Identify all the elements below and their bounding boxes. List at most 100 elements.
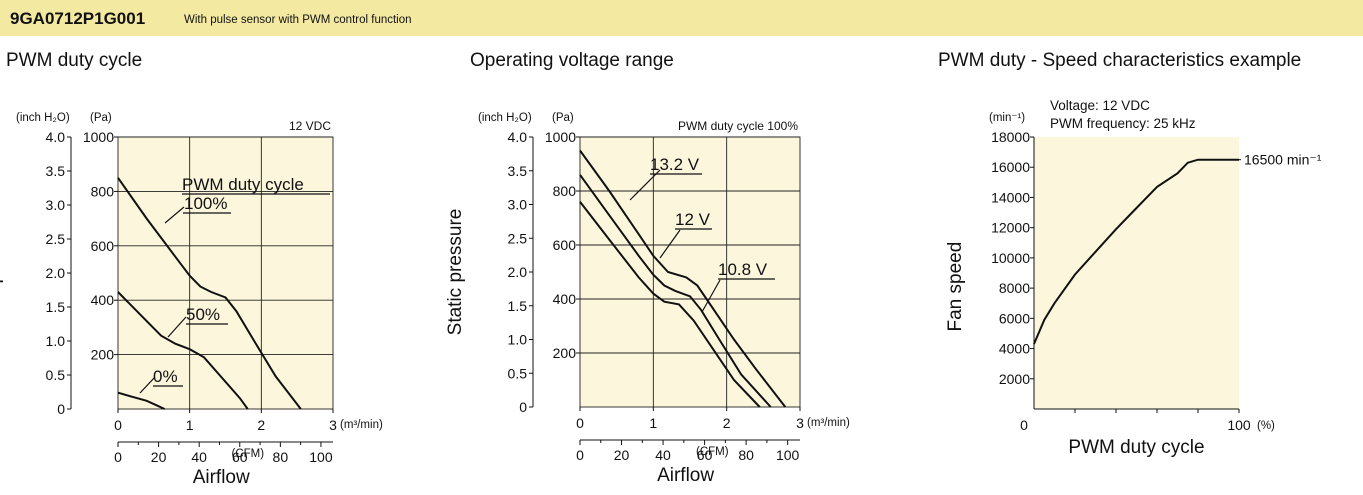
chart2-cfm-tick-label: 20 [614,447,630,463]
chart1-series-leader [139,376,156,394]
chart2-y-unit-right: (Pa) [552,112,574,124]
chart2-pa-tick-label: 600 [553,237,577,253]
chart2-y-axis-label: Static pressure [445,209,466,336]
chart2-cfm-tick-label: 100 [776,447,800,463]
chart1-cfm-tick-label: 60 [232,449,248,465]
chart2-pa-tick-label: 800 [553,183,577,199]
chart1-series-label: 50% [186,305,220,324]
chart3-y-tick-label: 14000 [991,189,1030,205]
chart3-plot-area [1034,137,1239,409]
chart3-y-tick-label: 6000 [999,310,1030,326]
chart1-pa-tick-label: 800 [91,183,115,199]
chart1-series-line [117,391,166,410]
chart2-series-leader [659,229,681,259]
chart1-x-unit-top: (m³/min) [340,419,383,431]
chart2-cfm-tick-label: 60 [697,447,713,463]
chart3-annotation-frequency: PWM frequency: 25 kHz [1050,116,1196,131]
chart2-y-unit-left: (inch H₂O) [478,112,532,124]
chart2-x-axis-label: Airflow [657,465,714,486]
chart3-y-tick-label: 18000 [991,129,1030,145]
chart2-inch-tick-label: 0 [519,399,527,415]
chart1-y-axis-label: Static pressure [0,210,4,337]
chart2-series-line [579,174,772,408]
chart1-pa-tick-label: 600 [91,238,115,254]
model-number: 9GA0712P1G001 [10,9,146,28]
chart2-x-unit-top: (m³/min) [807,417,850,429]
chart2-pa-tick-label: 200 [553,345,577,361]
chart2-condition-label: PWM duty cycle 100% [678,119,798,133]
chart1-inch-tick-label: 0.5 [46,367,66,383]
chart1-m3-tick-label: 3 [329,417,337,433]
chart2-x-unit-bottom: (CFM) [696,446,729,458]
chart3-y-tick-label: 2000 [999,371,1030,387]
chart1-series-line [117,291,249,410]
chart3-y-axis-label: Fan speed [945,242,966,332]
chart1-inch-tick-label: 0 [57,401,65,417]
chart3-x-tick-label: 100 [1227,417,1251,433]
chart2-series-line [579,149,787,408]
chart3-x-tick-label: 0 [1020,417,1028,433]
chart2-inch-tick-label: 2.5 [508,230,528,246]
chart2-series-leader [629,169,661,201]
chart3-y-tick-label: 12000 [991,220,1030,236]
chart2-cfm-tick-label: 80 [738,447,754,463]
chart2-m3-tick-label: 0 [576,415,584,431]
chart2-inch-tick-label: 1.0 [508,332,528,348]
chart1-inch-tick-label: 1.0 [46,333,66,349]
chart1-plot-border [117,136,334,410]
chart1-m3-tick-label: 1 [186,417,194,433]
chart2-m3-tick-label: 1 [649,415,657,431]
chart1-m3-tick-label: 2 [257,417,265,433]
chart1-legend-title: PWM duty cycle [182,175,304,194]
chart3-y-tick-label: 16000 [991,159,1030,175]
chart3-y-tick-label: 8000 [999,280,1030,296]
chart2-plot-border [579,136,801,408]
chart2-pa-tick-label: 1000 [545,129,576,145]
chart1-plot-area [118,137,333,409]
chart1-series-label: 0% [153,367,178,386]
chart2-m3-tick-label: 3 [796,415,804,431]
chart3-end-label: 16500 min⁻¹ [1244,152,1322,168]
header-banner: 9GA0712P1G001 With pulse sensor with PWM… [0,0,1363,36]
chart1-inch-tick-label: 4.0 [46,129,66,145]
chart2-inch-tick-label: 3.5 [508,163,528,179]
chart1-title: PWM duty cycle [6,50,143,71]
chart2-m3-tick-label: 2 [723,415,731,431]
chart3-series-line [1033,158,1239,345]
chart1-cfm-tick-label: 80 [273,449,289,465]
chart2-cfm-tick-label: 0 [576,447,584,463]
model-description: With pulse sensor with PWM control funct… [184,14,412,26]
chart3-annotation-voltage: Voltage: 12 VDC [1050,98,1150,113]
chart2-inch-tick-label: 3.0 [508,197,528,213]
chart1-series-label: 100% [184,194,227,213]
chart3-y-unit: (min⁻¹) [989,112,1025,124]
chart1-pa-tick-label: 1000 [83,129,114,145]
chart3-title: PWM duty - Speed characteristics example [938,50,1302,71]
chart2-cfm-tick-label: 40 [655,447,671,463]
chart1-inch-tick-label: 3.0 [46,197,66,213]
chart1-series-leader [167,316,187,338]
chart1-pa-tick-label: 400 [91,292,115,308]
chart2-series-leader [701,279,721,313]
chart2-plot-area [580,137,800,407]
chart1-x-unit-bottom: (CFM) [232,448,265,460]
chart1-y-unit-right: (Pa) [90,112,112,124]
chart1-x-axis-label: Airflow [193,467,250,488]
chart2-inch-tick-label: 1.5 [508,298,528,314]
chart1-inch-tick-label: 2.5 [46,231,66,247]
chart1-cfm-tick-label: 20 [151,449,167,465]
chart1-pa-tick-label: 200 [91,347,115,363]
chart3-y-tick-label: 10000 [991,250,1030,266]
chart2-inch-tick-label: 0.5 [508,365,528,381]
chart1-y-unit-left: (inch H₂O) [16,112,70,124]
chart1-cfm-tick-label: 100 [309,449,333,465]
chart2-series-label: 12 V [675,210,711,229]
chart1-inch-tick-label: 1.5 [46,299,66,315]
chart2-pa-tick-label: 400 [553,291,577,307]
chart1-condition-label: 12 VDC [289,119,331,133]
chart3-y-tick-label: 4000 [999,341,1030,357]
chart2-series-line [579,201,761,408]
chart1-series-line [117,177,302,410]
chart2-series-label: 13.2 V [650,155,700,174]
